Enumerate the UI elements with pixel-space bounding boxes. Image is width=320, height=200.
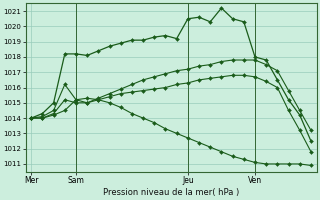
X-axis label: Pression niveau de la mer( hPa ): Pression niveau de la mer( hPa ) [103, 188, 239, 197]
